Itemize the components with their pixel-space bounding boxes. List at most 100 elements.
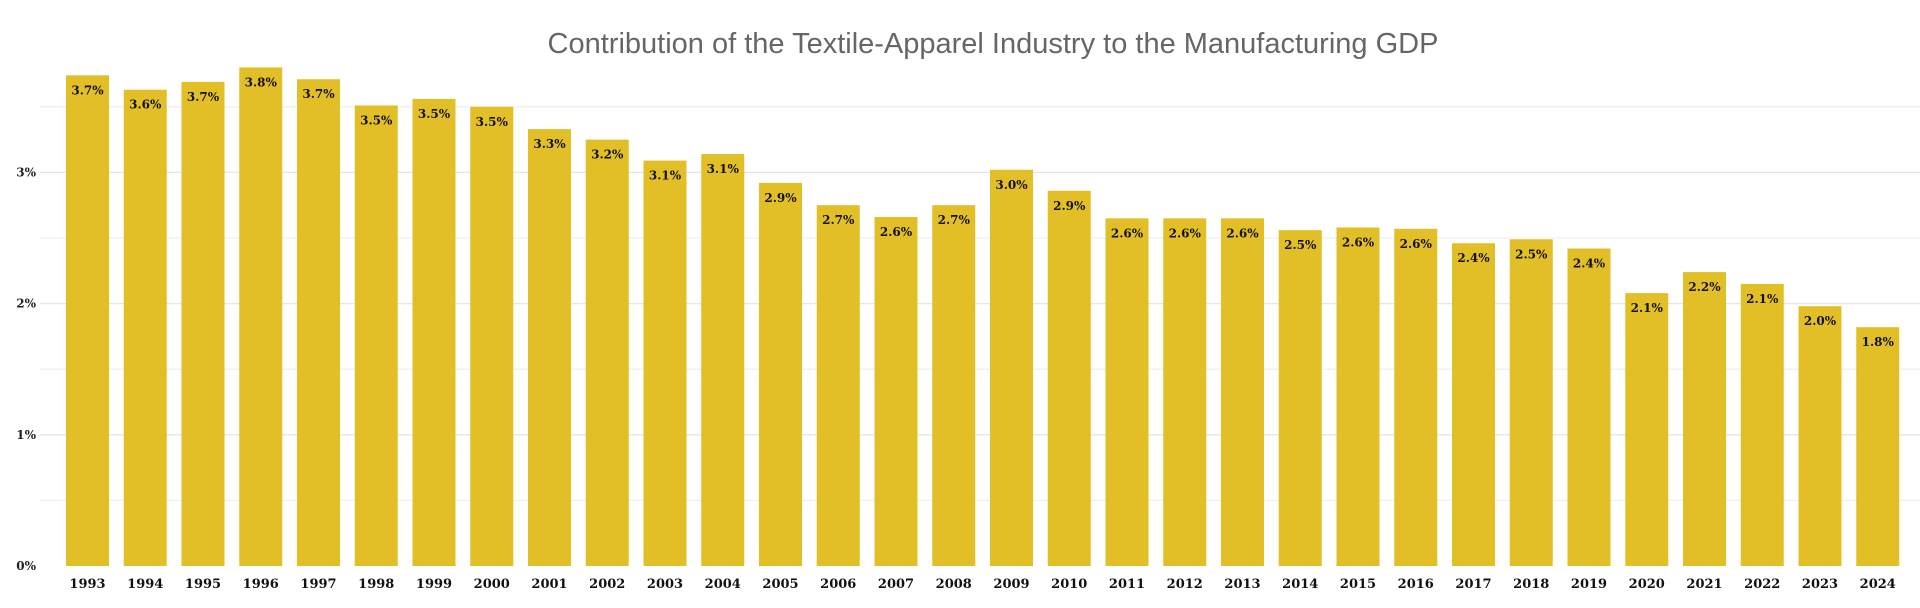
- data-label: 2.6%: [1169, 226, 1202, 240]
- x-tick-label: 2017: [1455, 577, 1491, 592]
- x-tick-label: 2009: [993, 577, 1029, 592]
- data-label: 2.6%: [1226, 226, 1259, 240]
- x-tick-label: 2015: [1340, 577, 1376, 592]
- x-tick-label: 2003: [647, 577, 683, 592]
- bar: [643, 160, 687, 567]
- data-label: 2.5%: [1284, 238, 1317, 252]
- x-tick-label: 2019: [1571, 577, 1607, 592]
- x-tick-label: 2014: [1282, 577, 1318, 592]
- x-tick-label: 2016: [1398, 577, 1434, 592]
- data-label: 2.2%: [1688, 280, 1721, 294]
- x-tick-label: 1997: [300, 577, 336, 592]
- bar: [759, 182, 802, 566]
- gridlines: [40, 106, 1920, 502]
- data-label: 2.9%: [1053, 199, 1086, 213]
- data-label: 2.7%: [822, 213, 855, 227]
- data-label: 3.7%: [302, 87, 335, 101]
- bar: [1625, 293, 1669, 566]
- data-label: 2.4%: [1457, 251, 1490, 265]
- x-tick-label: 1995: [185, 577, 221, 592]
- data-label: 2.9%: [764, 191, 797, 205]
- x-tick-label: 2001: [531, 577, 567, 592]
- x-tick-label: 2018: [1513, 577, 1549, 592]
- x-tick-label: 2013: [1224, 577, 1260, 592]
- data-label: 2.0%: [1804, 314, 1837, 328]
- data-label: 3.0%: [995, 178, 1028, 192]
- x-tick-label: 2008: [936, 577, 972, 592]
- data-label: 2.6%: [1342, 236, 1375, 250]
- bar: [1047, 190, 1091, 566]
- bar: [1856, 327, 1900, 566]
- bar: [297, 79, 340, 567]
- bar: [990, 169, 1033, 566]
- data-label: 3.3%: [533, 137, 566, 151]
- bars: [66, 67, 1900, 567]
- bar: [528, 129, 571, 566]
- x-tick-label: 2007: [878, 577, 914, 592]
- data-label: 2.4%: [1573, 256, 1606, 270]
- bar: [1394, 228, 1438, 567]
- bar: [412, 98, 456, 566]
- x-tick-label: 2020: [1629, 577, 1665, 592]
- data-label: 1.8%: [1862, 335, 1895, 349]
- x-tick-label: 1999: [416, 577, 452, 592]
- x-tick-label: 2010: [1051, 577, 1087, 592]
- x-tick-label: 1993: [69, 577, 105, 592]
- bar: [1336, 227, 1380, 566]
- bar: [1163, 218, 1207, 566]
- data-label: 2.7%: [938, 213, 971, 227]
- bar: [181, 81, 225, 566]
- x-tick-label: 2011: [1109, 577, 1145, 592]
- y-tick-label: 3%: [16, 165, 36, 179]
- x-tick-label: 2005: [762, 577, 798, 592]
- data-label: 2.6%: [1111, 226, 1144, 240]
- bar: [1798, 306, 1842, 566]
- bar: [354, 105, 398, 566]
- data-label: 3.5%: [360, 113, 393, 127]
- x-tick-label: 2002: [589, 577, 625, 592]
- y-tick-label: 2%: [16, 297, 36, 311]
- x-axis-ticks: 1993 1994 1995 1996 1997 1998 1999 2000 2001 2002…: [69, 577, 1895, 592]
- bar: [1278, 230, 1322, 567]
- data-label: 3.1%: [649, 169, 682, 183]
- bar: [123, 89, 167, 566]
- x-tick-label: 1994: [127, 577, 163, 592]
- x-tick-label: 2000: [474, 577, 510, 592]
- bar: [1452, 243, 1495, 567]
- data-label: 3.7%: [187, 90, 220, 104]
- x-tick-label: 2021: [1686, 577, 1722, 592]
- x-tick-label: 2022: [1744, 577, 1780, 592]
- bar: [1567, 248, 1611, 566]
- data-label: 3.8%: [245, 75, 278, 89]
- bar: [1683, 272, 1726, 566]
- data-label: 2.1%: [1631, 301, 1664, 315]
- bar: [1509, 239, 1553, 566]
- bar: [701, 154, 745, 567]
- data-label: 2.6%: [1400, 237, 1433, 251]
- data-label: 2.5%: [1515, 247, 1548, 261]
- data-label: 3.5%: [476, 115, 509, 129]
- bar: [66, 75, 109, 566]
- bar: [1221, 218, 1264, 566]
- x-tick-label: 1998: [358, 577, 394, 592]
- data-label: 3.2%: [591, 148, 624, 162]
- x-tick-label: 2024: [1860, 577, 1896, 592]
- bar: [470, 106, 514, 567]
- data-label: 3.7%: [71, 83, 104, 97]
- y-tick-label: 0%: [16, 559, 36, 573]
- x-tick-label: 2023: [1802, 577, 1838, 592]
- data-label: 2.1%: [1746, 292, 1779, 306]
- bar: [874, 217, 918, 566]
- bar: [1105, 218, 1149, 566]
- bar: [585, 139, 629, 566]
- bar: [816, 205, 860, 566]
- bar: [1740, 283, 1784, 566]
- y-axis-ticks: 0% 1% 2% 3%: [16, 165, 36, 573]
- bar: [932, 205, 976, 566]
- chart-title: Contribution of the Textile-Apparel Indu…: [548, 28, 1439, 60]
- data-label: 2.6%: [880, 225, 913, 239]
- data-label: 3.6%: [129, 98, 162, 112]
- bar: [239, 67, 283, 566]
- x-tick-label: 2004: [705, 577, 741, 592]
